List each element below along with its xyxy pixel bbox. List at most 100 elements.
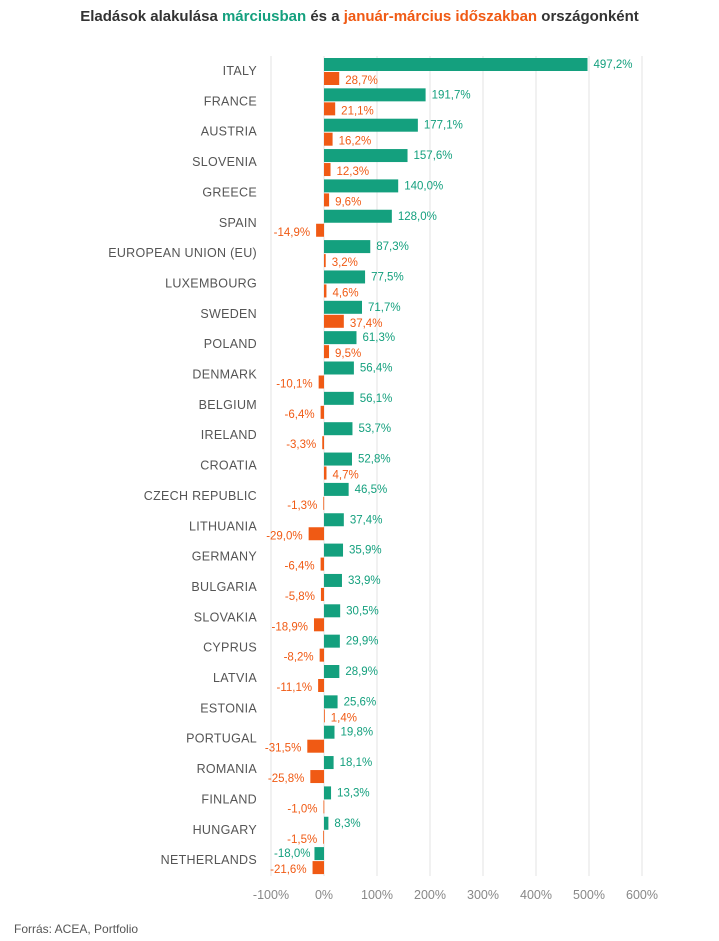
country-label: NETHERLANDS [161, 853, 257, 867]
data-label-ytd: 28,7% [345, 75, 378, 87]
data-label-ytd: -5,8% [285, 591, 315, 603]
bar-ytd [320, 587, 324, 601]
country-label: CROATIA [200, 459, 257, 473]
country-label: ITALY [223, 64, 258, 78]
data-label-march: 25,6% [344, 696, 377, 708]
data-label-ytd: -21,6% [270, 864, 306, 876]
bar-march [324, 756, 334, 770]
country-label: GREECE [202, 185, 257, 199]
bar-ytd [324, 284, 327, 298]
data-label-ytd: -29,0% [266, 530, 302, 542]
bar-ytd [318, 375, 324, 389]
x-tick-label: -100% [253, 888, 289, 902]
data-label-march: 128,0% [398, 211, 437, 223]
data-label-march: 30,5% [346, 605, 379, 617]
country-label: PORTUGAL [186, 732, 257, 746]
bar-ytd [324, 345, 330, 359]
bar-ytd [323, 800, 325, 814]
x-tick-label: 500% [573, 888, 605, 902]
country-label: ROMANIA [197, 762, 258, 776]
x-tick-label: 100% [361, 888, 393, 902]
x-tick-label: 200% [414, 888, 446, 902]
data-label-march: 71,7% [368, 302, 401, 314]
country-label: AUSTRIA [201, 125, 258, 139]
data-label-march: 61,3% [362, 332, 395, 344]
bar-ytd [324, 163, 331, 177]
data-label-march: 28,9% [345, 666, 378, 678]
data-label-ytd: 9,5% [335, 348, 361, 360]
source-note: Forrás: ACEA, Portfolio [14, 922, 139, 936]
bar-march [324, 209, 392, 223]
data-label-march: 8,3% [334, 818, 360, 830]
data-label-march: 157,6% [414, 150, 453, 162]
country-label: SPAIN [219, 216, 257, 230]
data-label-march: 37,4% [350, 514, 383, 526]
bar-ytd [324, 193, 330, 207]
country-label: BULGARIA [191, 580, 257, 594]
bar-ytd [324, 132, 333, 146]
title-part-2: és a [306, 8, 344, 25]
data-label-ytd: 4,6% [332, 287, 358, 299]
title-part-1: Eladások alakulása [80, 8, 222, 25]
country-label: SWEDEN [200, 307, 257, 321]
bar-ytd [324, 254, 326, 268]
bar-ytd [324, 72, 340, 85]
bar-ytd [320, 557, 324, 571]
country-label: EUROPEAN UNION (EU) [108, 246, 257, 260]
country-label: DENMARK [192, 368, 257, 382]
data-label-march: 35,9% [349, 545, 382, 557]
country-label: BELGIUM [199, 398, 257, 412]
data-label-ytd: 21,1% [341, 105, 374, 117]
data-label-march: 497,2% [594, 59, 633, 71]
bar-ytd [323, 830, 325, 844]
country-label: SLOVAKIA [194, 610, 258, 624]
data-label-march: 140,0% [404, 180, 443, 192]
bar-march [324, 118, 418, 132]
bar-march [324, 604, 341, 618]
bar-march [324, 816, 329, 830]
bar-march [324, 695, 338, 709]
bar-ytd [324, 102, 336, 116]
country-label: FRANCE [204, 94, 257, 108]
data-label-march: 33,9% [348, 575, 381, 587]
data-label-ytd: -1,0% [287, 803, 317, 815]
data-label-ytd: 4,7% [332, 470, 358, 482]
country-label: LUXEMBOURG [165, 276, 257, 290]
data-label-ytd: 16,2% [339, 136, 372, 148]
x-tick-label: 0% [315, 888, 333, 902]
data-label-march: 29,9% [346, 636, 379, 648]
data-label-ytd: 37,4% [350, 318, 383, 330]
data-label-ytd: -1,5% [287, 834, 317, 846]
bar-march [324, 88, 426, 102]
country-label: GERMANY [192, 550, 258, 564]
title-march: márciusban [221, 8, 307, 25]
bar-march [324, 543, 344, 557]
title-ytd: január-március időszakban [343, 8, 538, 25]
bar-march [324, 270, 366, 284]
country-label: POLAND [204, 337, 257, 351]
data-label-march: 77,5% [371, 271, 404, 283]
bar-ytd [318, 679, 324, 692]
bar-ytd [307, 739, 324, 753]
bar-ytd [324, 466, 327, 480]
country-label: LITHUANIA [189, 519, 257, 533]
bar-march [324, 391, 354, 405]
data-label-ytd: 12,3% [337, 166, 370, 178]
bar-ytd [324, 709, 325, 723]
bar-march [314, 847, 324, 861]
bar-march [324, 665, 340, 678]
country-label: ESTONIA [200, 701, 257, 715]
bar-march [324, 573, 342, 587]
bar-march [324, 786, 332, 800]
data-label-ytd: -3,3% [286, 439, 316, 451]
data-label-march: 53,7% [358, 423, 391, 435]
data-label-ytd: 9,6% [335, 196, 361, 208]
data-label-march: 52,8% [358, 454, 391, 466]
data-label-ytd: -10,1% [276, 379, 312, 391]
country-label: LATVIA [213, 671, 257, 685]
bar-ytd [308, 527, 324, 541]
data-label-march: 18,1% [340, 757, 373, 769]
bar-march [324, 422, 353, 436]
country-label: CZECH REPUBLIC [144, 489, 257, 503]
